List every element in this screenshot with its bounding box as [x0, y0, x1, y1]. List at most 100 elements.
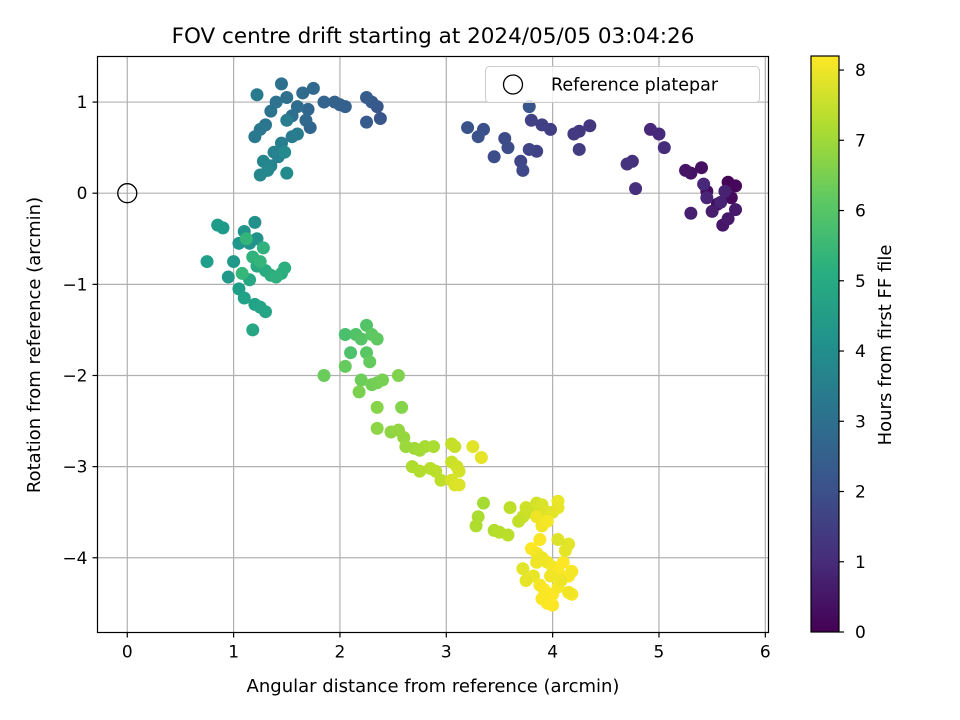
y-tick-label: −4 — [62, 549, 87, 569]
y-tick-label: 1 — [77, 93, 88, 113]
data-point — [546, 598, 560, 612]
data-point — [729, 203, 743, 217]
data-point — [280, 91, 294, 105]
data-point — [657, 141, 671, 155]
data-point — [363, 355, 377, 369]
legend-marker-open-circle — [502, 74, 524, 95]
data-point — [211, 218, 225, 232]
data-point — [296, 86, 310, 100]
colorbar-gradient — [810, 55, 840, 633]
data-point — [530, 555, 544, 569]
data-point — [235, 266, 249, 280]
grid-lines — [97, 56, 769, 633]
colorbar-tick-label: 0 — [855, 623, 866, 643]
data-point — [705, 204, 719, 218]
data-point — [338, 327, 352, 341]
colorbar-tick-label: 4 — [855, 342, 866, 362]
y-tick-label: −2 — [62, 366, 87, 386]
data-point — [248, 215, 262, 229]
data-point — [540, 514, 554, 528]
data-point — [721, 212, 735, 226]
data-point — [269, 270, 283, 284]
data-point — [261, 163, 275, 177]
data-point — [556, 555, 570, 569]
data-point — [370, 421, 384, 435]
data-point — [375, 373, 389, 387]
data-point — [452, 464, 466, 478]
data-point — [434, 473, 448, 487]
data-point — [565, 564, 579, 578]
data-point — [551, 533, 565, 547]
data-point — [354, 373, 368, 387]
data-point — [373, 111, 387, 125]
colorbar-tick-label: 3 — [855, 412, 866, 432]
data-point — [306, 81, 320, 95]
chart-title: FOV centre drift starting at 2024/05/05 … — [172, 24, 695, 49]
data-point — [469, 519, 483, 533]
data-point — [697, 177, 711, 191]
colorbar: 0 1 2 3 4 5 6 7 8 Hours from first FF file — [810, 55, 896, 643]
data-point — [522, 100, 536, 114]
colorbar-tick-label: 8 — [855, 61, 866, 81]
data-point — [278, 261, 292, 275]
data-point — [544, 569, 558, 583]
data-point — [535, 118, 549, 132]
data-point — [221, 270, 235, 284]
data-point — [250, 88, 264, 102]
data-point — [533, 533, 547, 547]
data-point — [522, 142, 536, 156]
colorbar-tick-label: 1 — [855, 553, 866, 573]
data-point — [259, 305, 273, 319]
data-point — [487, 150, 501, 164]
data-point — [503, 501, 517, 515]
data-point — [501, 528, 515, 542]
data-point — [700, 191, 714, 205]
data-point — [452, 478, 466, 492]
data-point — [519, 501, 533, 515]
data-point — [344, 346, 358, 360]
data-point — [267, 145, 281, 159]
x-axis-label: Angular distance from reference (arcmin) — [247, 676, 620, 697]
data-point — [679, 163, 693, 177]
data-point — [274, 77, 288, 91]
data-point — [246, 323, 260, 337]
data-point — [301, 102, 315, 116]
data-point — [391, 368, 405, 382]
reference-platepar-marker — [117, 183, 138, 204]
data-point — [395, 400, 409, 414]
data-point — [352, 385, 366, 399]
data-point — [285, 130, 299, 144]
y-tick-label: −3 — [62, 458, 87, 478]
data-point — [264, 104, 278, 118]
data-point — [474, 451, 488, 465]
data-point — [413, 464, 427, 478]
data-point — [562, 537, 576, 551]
data-point — [338, 359, 352, 373]
data-point — [370, 332, 384, 346]
data-point — [516, 562, 530, 576]
data-point — [253, 255, 267, 269]
colorbar-tick-label: 2 — [855, 483, 866, 503]
data-point — [684, 206, 698, 220]
data-point — [652, 127, 666, 141]
data-point — [328, 95, 342, 109]
colorbar-tick-label: 6 — [855, 202, 866, 222]
colorbar-label: Hours from first FF file — [875, 245, 896, 446]
data-point — [620, 157, 634, 171]
x-axis-ticks: 0 1 2 3 4 5 6 — [122, 632, 771, 663]
y-tick-label: −1 — [62, 275, 87, 295]
data-point — [317, 368, 331, 382]
data-point — [562, 585, 576, 599]
legend-box: Reference platepar — [485, 66, 760, 103]
data-point — [360, 115, 374, 129]
data-point — [695, 161, 709, 175]
y-axis-label: Rotation from reference (arcmin) — [24, 197, 45, 493]
data-point — [248, 130, 262, 144]
data-point — [280, 166, 294, 180]
data-point — [524, 113, 538, 127]
data-point — [317, 95, 331, 109]
x-tick-label: 5 — [654, 643, 665, 663]
data-point — [461, 121, 475, 135]
colorbar-tick-label: 7 — [855, 131, 866, 151]
